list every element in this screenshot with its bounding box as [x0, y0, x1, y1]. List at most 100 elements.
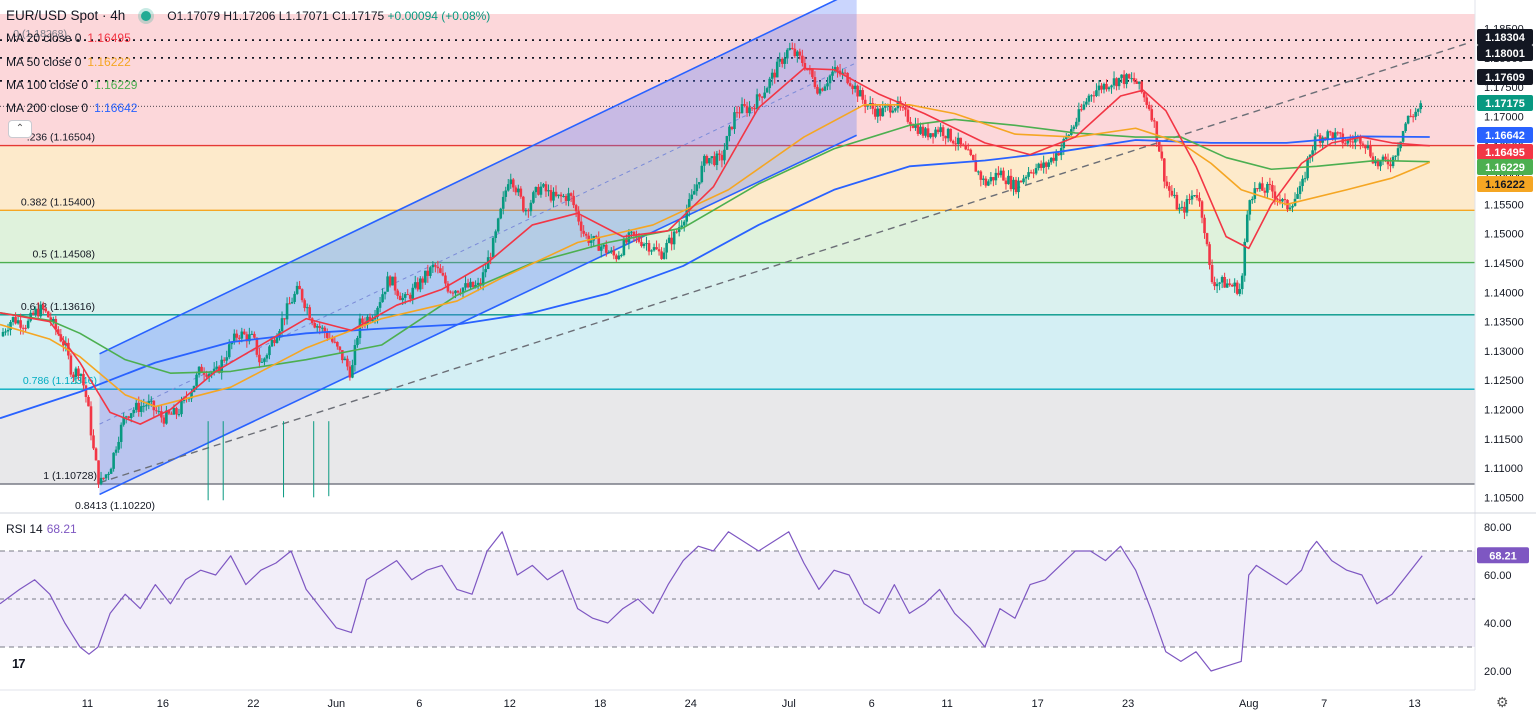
candle-body — [139, 406, 143, 413]
candle-body — [451, 292, 455, 294]
candle-body — [971, 154, 975, 161]
candle-body — [823, 86, 827, 91]
candle-body — [1072, 126, 1076, 130]
candle-body — [220, 359, 224, 373]
candle-body — [1175, 194, 1179, 210]
rsi-legend[interactable]: RSI 14 68.21 — [6, 522, 77, 536]
candle-body — [157, 411, 161, 413]
candle-body — [343, 358, 347, 361]
y-tick-label: 1.11500 — [1484, 434, 1523, 446]
y-tick-label: 1.15500 — [1484, 199, 1524, 211]
candle-body — [258, 354, 261, 363]
candle-body — [303, 300, 306, 308]
candle-body — [1218, 282, 1221, 284]
candle-body — [1266, 184, 1269, 193]
candle-body — [315, 326, 319, 328]
collapse-legend-button[interactable]: ⌃ — [8, 120, 32, 138]
candle-body — [670, 237, 673, 245]
ma20-legend[interactable]: MA 20 close 0 1.16495 — [6, 31, 131, 45]
candle-body — [964, 145, 968, 150]
candle-body — [625, 239, 628, 243]
candle-body — [469, 281, 472, 288]
candle-body — [1135, 81, 1138, 84]
x-tick-label: 22 — [247, 698, 259, 710]
candle-body — [167, 410, 171, 414]
candle-body — [539, 186, 543, 195]
channel-mid-line — [99, 62, 857, 425]
candle-body — [657, 249, 661, 252]
market-open-icon — [141, 10, 152, 21]
rsi-badge — [1477, 547, 1529, 564]
candle-body — [622, 239, 626, 256]
candle-body — [620, 255, 623, 257]
symbol-title[interactable]: EUR/USD Spot · 4h — [6, 8, 126, 23]
candle-body — [640, 241, 643, 247]
candle-body — [180, 400, 183, 415]
candle-body — [491, 238, 495, 258]
candle-body — [660, 251, 663, 259]
candle-body — [798, 51, 802, 56]
candle-body — [977, 171, 980, 173]
ma100-legend[interactable]: MA 100 close 0 1.16229 — [6, 78, 137, 92]
candle-body — [1150, 109, 1154, 121]
candle-body — [667, 237, 671, 243]
candle-body — [1220, 276, 1224, 283]
candle-body — [1366, 145, 1370, 149]
candle-body — [758, 94, 761, 97]
candle-body — [562, 195, 565, 197]
candle-body — [1168, 186, 1171, 191]
candle-body — [300, 289, 304, 301]
candle-body — [134, 402, 138, 410]
ma100-line — [0, 118, 1430, 374]
candle-body — [916, 123, 920, 134]
candle-body — [559, 194, 563, 197]
candle-body — [1178, 207, 1181, 210]
candle-body — [1374, 160, 1377, 164]
candle-body — [564, 195, 568, 202]
price-badge-label: 1.16642 — [1485, 130, 1525, 142]
y-tick-label: 1.14500 — [1484, 258, 1524, 270]
candle-body — [57, 329, 60, 335]
candle-body — [697, 182, 701, 185]
candle-body — [288, 303, 291, 305]
ma50-legend[interactable]: MA 50 close 0 1.16222 — [6, 55, 131, 69]
candle-body — [54, 318, 58, 330]
candle-body — [1102, 83, 1106, 90]
candle-body — [901, 106, 905, 108]
candle-body — [1165, 181, 1169, 187]
candle-body — [406, 294, 410, 296]
candle-body — [856, 85, 859, 97]
candle-body — [24, 327, 27, 329]
candle-body — [1110, 85, 1113, 88]
channel-lower-line — [99, 134, 857, 496]
candle-body — [205, 374, 208, 377]
candle-body — [34, 308, 37, 315]
candle-body — [961, 144, 965, 146]
x-tick-label: 16 — [157, 698, 169, 710]
candle-body — [863, 99, 867, 107]
gear-icon[interactable]: ⚙ — [1496, 694, 1509, 710]
candle-body — [939, 127, 942, 133]
tradingview-logo-icon[interactable]: 17 — [12, 656, 25, 671]
price-badge-label: 1.16495 — [1485, 147, 1525, 159]
candle-body — [733, 112, 736, 130]
candle-body — [308, 307, 311, 319]
candle-body — [16, 320, 20, 324]
candle-body — [1007, 175, 1010, 185]
ma50-legend-label: MA 50 close 0 — [6, 55, 82, 69]
candle-body — [1205, 233, 1209, 245]
low-value: L1.17071 — [278, 8, 329, 23]
candle-body — [1082, 104, 1086, 110]
fib-level-label: .236 (1.16504) — [27, 132, 95, 144]
candle-body — [783, 58, 787, 64]
candle-body — [602, 244, 606, 247]
candle-body — [1258, 183, 1262, 189]
candle-body — [778, 58, 782, 62]
candle-body — [1311, 150, 1314, 155]
candle-body — [127, 416, 130, 418]
candle-body — [441, 272, 445, 276]
ma200-legend[interactable]: MA 200 close 0 1.16642 — [6, 101, 137, 115]
fib-level-label: 1 (1.10728) — [43, 470, 97, 482]
candle-body — [1029, 172, 1033, 174]
